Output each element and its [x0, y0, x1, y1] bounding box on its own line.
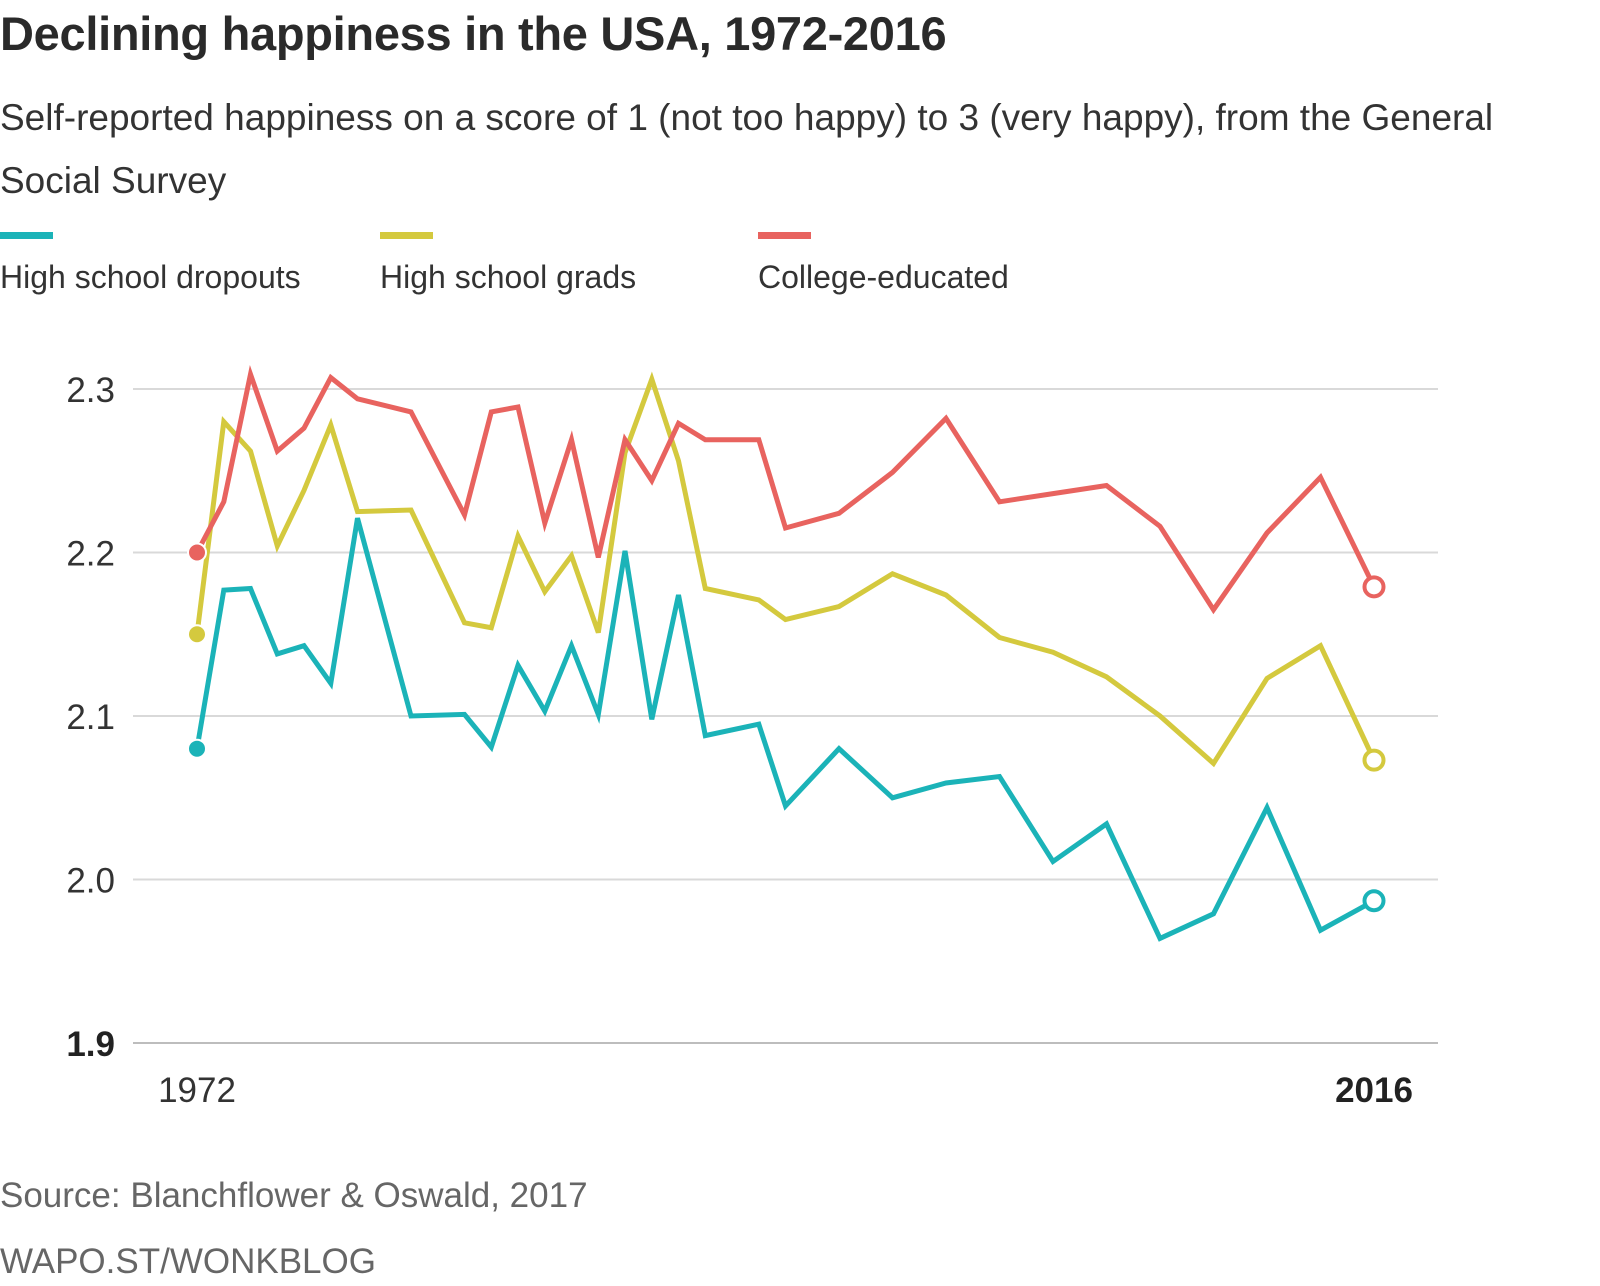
x-tick-label: 1972: [158, 1071, 236, 1110]
chart-subtitle: Self-reported happiness on a score of 1 …: [0, 97, 1494, 201]
series-line-0: [194, 517, 1376, 942]
legend-swatch-college: [758, 232, 811, 239]
series-line-2: [194, 364, 1377, 615]
series-end-point-2: [1362, 575, 1386, 599]
y-tick-label: 1.9: [66, 1025, 115, 1064]
y-tick-label: 2.1: [66, 698, 115, 737]
y-tick-label: 2.2: [66, 535, 115, 574]
legend-item-dropouts: High school dropouts: [0, 232, 301, 296]
series-end-point-0: [1362, 889, 1386, 913]
x-tick-label: 2016: [1335, 1071, 1413, 1110]
legend-item-grads: High school grads: [380, 232, 636, 296]
series-end-point-1: [1362, 748, 1386, 772]
y-axis-ticks: 2.3 2.2 2.1 2.0 1.9: [66, 371, 115, 1064]
legend-label-dropouts: High school dropouts: [0, 259, 301, 295]
credit-note: WAPO.ST/WONKBLOG: [0, 1242, 376, 1281]
legend: High school dropouts High school grads C…: [0, 232, 1200, 302]
legend-swatch-grads: [380, 232, 433, 239]
series-markers: [187, 542, 1386, 913]
y-tick-label: 2.0: [66, 862, 115, 901]
series-start-point-0: [187, 738, 207, 759]
legend-item-college: College-educated: [758, 232, 1009, 296]
source-note: Source: Blanchflower & Oswald, 2017: [0, 1176, 588, 1215]
y-tick-label: 2.3: [66, 371, 115, 410]
legend-label-grads: High school grads: [380, 259, 637, 295]
legend-label-college: College-educated: [758, 259, 1009, 295]
series-lines: [194, 364, 1377, 942]
x-axis-ticks: 1972 2016: [158, 1071, 1413, 1110]
series-line-1: [194, 371, 1377, 768]
series-start-point-1: [187, 624, 207, 645]
legend-swatch-dropouts: [0, 232, 53, 239]
series-start-point-2: [187, 542, 207, 563]
chart-title: Declining happiness in the USA, 1972-201…: [0, 7, 947, 60]
